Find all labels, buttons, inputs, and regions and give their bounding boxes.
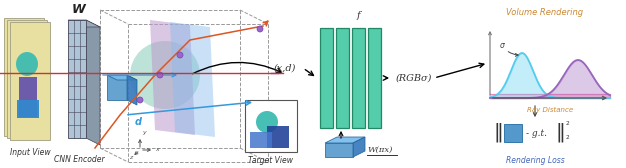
- Text: $\Vert$: $\Vert$: [493, 121, 503, 144]
- Text: Input View: Input View: [9, 148, 50, 157]
- Ellipse shape: [16, 52, 38, 76]
- Text: CNN Encoder: CNN Encoder: [54, 155, 105, 164]
- Polygon shape: [107, 75, 137, 80]
- FancyBboxPatch shape: [352, 28, 365, 128]
- FancyBboxPatch shape: [245, 100, 297, 152]
- Polygon shape: [86, 20, 100, 145]
- FancyBboxPatch shape: [4, 18, 44, 136]
- FancyBboxPatch shape: [7, 20, 47, 138]
- Ellipse shape: [157, 72, 163, 78]
- Text: W: W: [72, 3, 86, 16]
- Text: Ray Distance: Ray Distance: [527, 107, 573, 113]
- Ellipse shape: [177, 52, 183, 58]
- Text: Rendering Loss: Rendering Loss: [506, 156, 565, 165]
- FancyBboxPatch shape: [325, 143, 353, 157]
- FancyBboxPatch shape: [336, 28, 349, 128]
- Polygon shape: [68, 20, 100, 27]
- Text: Volume Rendering: Volume Rendering: [506, 8, 583, 17]
- FancyBboxPatch shape: [68, 20, 86, 138]
- Text: $_2$: $_2$: [565, 133, 570, 141]
- FancyBboxPatch shape: [320, 28, 333, 128]
- Text: - g.t.: - g.t.: [526, 130, 547, 138]
- FancyBboxPatch shape: [368, 28, 381, 128]
- Text: x: x: [155, 147, 159, 152]
- Text: $^2$: $^2$: [565, 120, 570, 130]
- Polygon shape: [353, 137, 365, 157]
- Text: (x,d): (x,d): [274, 64, 296, 73]
- Ellipse shape: [257, 26, 263, 32]
- Polygon shape: [127, 75, 137, 105]
- FancyBboxPatch shape: [107, 75, 127, 100]
- Text: f: f: [356, 11, 360, 20]
- FancyBboxPatch shape: [10, 22, 50, 140]
- Polygon shape: [150, 20, 195, 135]
- FancyBboxPatch shape: [504, 124, 522, 142]
- Text: y: y: [142, 130, 146, 135]
- Ellipse shape: [137, 97, 143, 103]
- Text: W(πx): W(πx): [367, 146, 393, 154]
- Text: $\Vert$: $\Vert$: [555, 121, 565, 144]
- Ellipse shape: [256, 111, 278, 133]
- Text: z: z: [129, 155, 132, 160]
- FancyBboxPatch shape: [17, 100, 39, 118]
- Polygon shape: [170, 22, 215, 137]
- Text: Target View: Target View: [249, 156, 294, 165]
- FancyBboxPatch shape: [250, 132, 272, 148]
- Text: d: d: [135, 117, 142, 127]
- FancyBboxPatch shape: [267, 126, 289, 148]
- Text: (RGBσ): (RGBσ): [396, 74, 433, 82]
- FancyBboxPatch shape: [19, 77, 37, 117]
- Polygon shape: [325, 137, 365, 143]
- Text: σ: σ: [500, 41, 505, 51]
- Ellipse shape: [130, 41, 200, 109]
